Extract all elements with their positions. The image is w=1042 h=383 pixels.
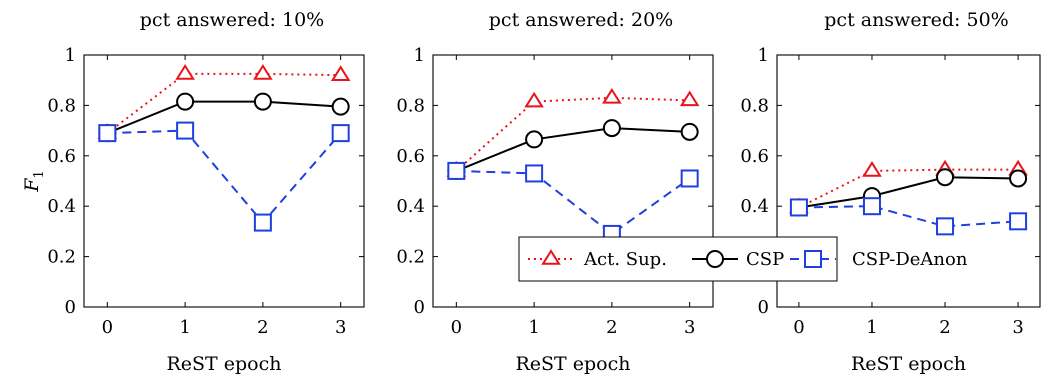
- y-tick-label: 0: [65, 297, 76, 318]
- data-point-series-2: [176, 92, 195, 111]
- x-tick-label: 1: [866, 317, 877, 338]
- series-group: [446, 87, 700, 243]
- plot-frame: [776, 54, 1041, 308]
- y-axis-label: F1: [21, 170, 47, 192]
- y-tick-label: 0.2: [47, 247, 76, 268]
- data-point-series-3: [1009, 212, 1028, 231]
- data-point-series-1: [253, 64, 273, 80]
- y-tick-label: 0.8: [47, 95, 76, 116]
- legend: Act. Sup. CSP CSP-DeAnon: [518, 236, 968, 282]
- y-tick-label: 1: [65, 45, 76, 66]
- x-axis-label: ReST epoch: [515, 353, 630, 375]
- y-tick-label: 0.8: [396, 95, 425, 116]
- y-tick-label: 1: [758, 45, 769, 66]
- data-point-series-3: [447, 161, 466, 180]
- legend-label-1: Act. Sup.: [583, 249, 667, 270]
- data-point-series-1: [679, 90, 700, 107]
- y-tick-label: 0.4: [396, 196, 425, 217]
- data-point-series-2: [936, 168, 955, 187]
- data-point-series-1: [524, 91, 544, 108]
- x-tick-label: 1: [528, 317, 539, 338]
- series-line-3: [798, 205, 1019, 228]
- panels: pct answered: 10% 0 0.2 0.4 0.6 0.8 1 0 1 2 3 ReST …: [21, 9, 1041, 375]
- chart-title: pct answered: 10%: [140, 9, 324, 31]
- series-line-1: [106, 72, 341, 134]
- series-line-2: [106, 100, 341, 135]
- legend-box: [518, 236, 838, 282]
- data-point-series-2: [253, 92, 272, 111]
- y-tick-label: 0.2: [396, 247, 425, 268]
- data-point-series-2: [331, 97, 350, 116]
- series-group: [97, 64, 351, 232]
- x-tick-label: 2: [257, 317, 268, 338]
- y-axis-label-main: F: [21, 178, 43, 193]
- series-line-2: [798, 176, 1019, 209]
- plot-frame: [83, 54, 365, 308]
- data-point-series-2: [1009, 169, 1028, 188]
- legend-label-2: CSP: [746, 249, 784, 270]
- data-point-series-2: [602, 119, 621, 138]
- x-tick-label: 2: [939, 317, 950, 338]
- chart-panel-3: pct answered: 50%00.20.40.60.810123ReST …: [740, 9, 1041, 375]
- x-tick-label: 2: [606, 317, 617, 338]
- series-line-2: [455, 127, 690, 172]
- data-point-series-1: [175, 64, 195, 80]
- y-tick-label: 1: [414, 45, 425, 66]
- data-point-series-3: [253, 213, 272, 232]
- chart-title: pct answered: 20%: [489, 9, 673, 31]
- x-axis-label: ReST epoch: [851, 353, 966, 375]
- legend-marker-1: [541, 249, 561, 265]
- x-tick-label: 0: [793, 317, 804, 338]
- data-point-series-3: [680, 169, 699, 188]
- x-tick-label: 1: [179, 317, 190, 338]
- legend-marker-3: [804, 250, 822, 268]
- y-tick-label: 0.6: [47, 146, 76, 167]
- data-point-series-1: [862, 161, 882, 177]
- legend-label-3: CSP-DeAnon: [852, 249, 968, 270]
- chart-panel-2: pct answered: 20% 0 0.2 0.4 0.6 0.8 1 0 1 2 3 ReST …: [396, 9, 714, 375]
- y-tick-label: 0: [414, 297, 425, 318]
- data-point-series-3: [176, 121, 195, 140]
- y-tick-label: 0.8: [740, 95, 769, 116]
- series-group: [789, 159, 1028, 236]
- data-point-series-3: [862, 197, 881, 216]
- y-tick-label: 0.4: [47, 196, 76, 217]
- y-tick-label: 0.6: [740, 146, 769, 167]
- x-tick-label: 3: [684, 317, 695, 338]
- data-point-series-2: [680, 122, 699, 141]
- chart-panel-1: pct answered: 10% 0 0.2 0.4 0.6 0.8 1 0 1 2 3 ReST …: [21, 9, 365, 375]
- x-tick-label: 0: [451, 317, 462, 338]
- plot-frame: [432, 54, 714, 308]
- data-point-series-1: [602, 87, 622, 104]
- data-point-series-3: [98, 124, 117, 143]
- data-point-series-3: [789, 198, 808, 217]
- data-point-series-3: [525, 164, 544, 183]
- x-tick-label: 0: [102, 317, 113, 338]
- y-tick-label: 0.4: [740, 196, 769, 217]
- y-tick-label: 0: [758, 297, 769, 318]
- data-point-series-3: [331, 124, 350, 143]
- data-point-series-1: [330, 65, 351, 81]
- y-tick-label: 0.6: [396, 146, 425, 167]
- y-axis-label-subscript: 1: [32, 170, 47, 178]
- series-line-3: [107, 129, 342, 225]
- data-point-series-3: [936, 217, 955, 236]
- x-tick-label: 3: [1012, 317, 1023, 338]
- x-tick-label: 3: [335, 317, 346, 338]
- x-axis-label: ReST epoch: [166, 353, 281, 375]
- data-point-series-2: [525, 130, 544, 149]
- chart-title: pct answered: 50%: [824, 9, 1008, 31]
- legend-marker-2: [706, 250, 724, 268]
- series-line-3: [456, 169, 691, 236]
